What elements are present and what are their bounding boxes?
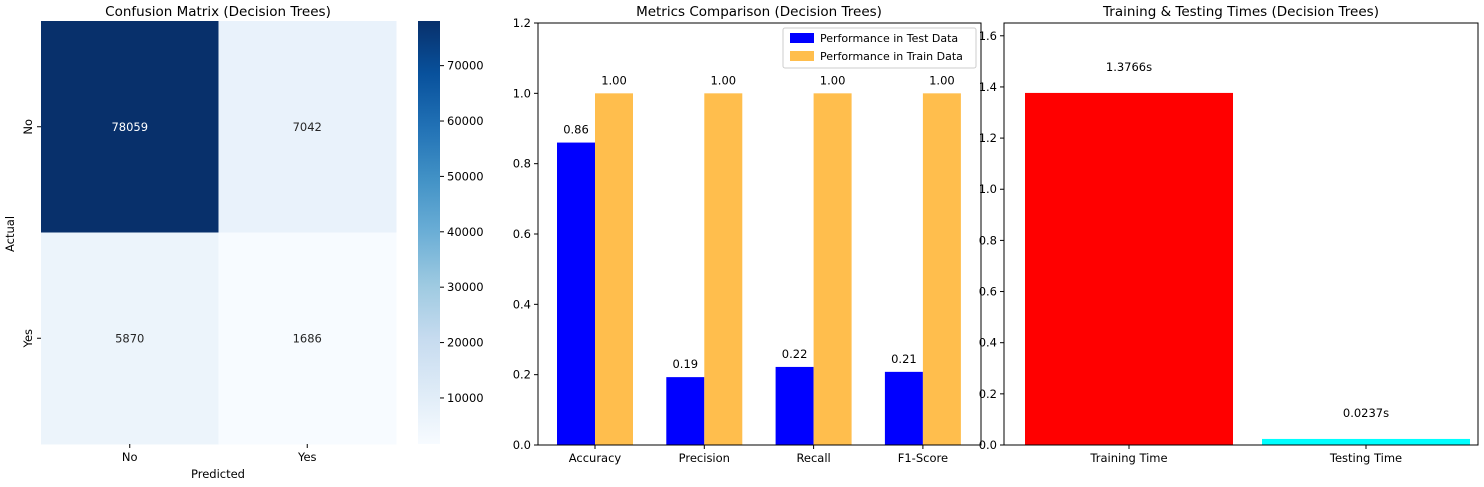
bar-value-label: 0.19 bbox=[672, 357, 698, 371]
y-tick-label: 1.2 bbox=[979, 131, 997, 145]
y-tick-label: 1.2 bbox=[513, 16, 531, 30]
confusion-matrix-title: Confusion Matrix (Decision Trees) bbox=[105, 4, 331, 20]
x-tick-label: F1-Score bbox=[898, 451, 948, 465]
legend-label-test: Performance in Test Data bbox=[820, 32, 958, 45]
bar-train bbox=[813, 93, 852, 445]
x-tick-label: Testing Time bbox=[1329, 451, 1402, 465]
bar-test bbox=[557, 142, 595, 446]
bar-training-time bbox=[1025, 92, 1233, 445]
bar-train bbox=[704, 93, 743, 445]
colorbar bbox=[418, 21, 440, 444]
times-panel: Training & Testing Times (Decision Trees… bbox=[979, 4, 1479, 465]
heatmap-cell bbox=[218, 21, 397, 233]
legend-box bbox=[782, 27, 977, 69]
colorbar-tick-label: 50000 bbox=[447, 169, 484, 183]
x-tick-label: Accuracy bbox=[569, 451, 622, 465]
y-tick-label: 0.2 bbox=[979, 387, 997, 401]
bar-train bbox=[595, 93, 633, 445]
y-tick-label: 1.6 bbox=[979, 29, 997, 43]
bar-value-label: 0.21 bbox=[891, 352, 917, 366]
heatmap-cell bbox=[41, 21, 219, 233]
bar-test bbox=[884, 371, 923, 445]
bar-train bbox=[922, 93, 961, 445]
y-tick-label: No bbox=[21, 119, 35, 135]
y-tick-label: 0.6 bbox=[979, 285, 997, 299]
times-title: Training & Testing Times (Decision Trees… bbox=[1102, 4, 1379, 20]
metrics-title: Metrics Comparison (Decision Trees) bbox=[636, 4, 882, 20]
y-tick-label: 1.4 bbox=[979, 80, 997, 94]
y-tick-label: 0.8 bbox=[979, 233, 997, 247]
y-tick-label: 0.2 bbox=[513, 368, 531, 382]
confusion-matrix-panel: Confusion Matrix (Decision Trees) 78059 7… bbox=[3, 4, 484, 481]
bar-testing-time bbox=[1262, 438, 1470, 445]
colorbar-tick-label: 70000 bbox=[447, 59, 484, 73]
heatmap-cell-label: 7042 bbox=[293, 120, 322, 134]
bar-value-label: 0.86 bbox=[563, 123, 589, 137]
colorbar-tick-label: 30000 bbox=[447, 280, 484, 294]
heatmap-cell-label: 1686 bbox=[293, 331, 322, 345]
x-tick-label: Recall bbox=[796, 451, 830, 465]
y-tick-label: 1.0 bbox=[979, 182, 997, 196]
heatmap-cell bbox=[41, 232, 219, 445]
legend-swatch-test bbox=[790, 33, 814, 43]
y-tick-label: 0.0 bbox=[513, 438, 531, 452]
x-tick-label: Training Time bbox=[1089, 451, 1167, 465]
bar-test bbox=[666, 377, 705, 445]
heatmap-cell-label: 5870 bbox=[115, 331, 144, 345]
x-tick-label: Precision bbox=[679, 451, 730, 465]
bar-value-label: 0.22 bbox=[782, 347, 808, 361]
metrics-comparison-panel: Metrics Comparison (Decision Trees) 0.86… bbox=[513, 4, 982, 465]
bar-value-label: 1.3766s bbox=[1106, 60, 1152, 74]
bar-test bbox=[775, 366, 814, 445]
times-axes-frame bbox=[1003, 22, 1479, 446]
confusion-matrix-ylabel: Actual bbox=[3, 216, 17, 252]
colorbar-tick-label: 10000 bbox=[447, 391, 484, 405]
legend-swatch-train bbox=[790, 51, 814, 61]
heatmap-cell bbox=[218, 232, 397, 445]
y-tick-label: Yes bbox=[21, 329, 35, 349]
bar-value-label: 0.0237s bbox=[1343, 406, 1389, 420]
y-tick-label: 0.6 bbox=[513, 227, 531, 241]
heatmap-cell-label: 78059 bbox=[111, 120, 148, 134]
legend-label-train: Performance in Train Data bbox=[820, 50, 963, 63]
colorbar-tick-label: 20000 bbox=[447, 336, 484, 350]
bar-value-label: 1.00 bbox=[929, 73, 955, 87]
y-tick-label: 0.0 bbox=[979, 438, 997, 452]
bar-value-label: 1.00 bbox=[601, 73, 627, 87]
colorbar-tick-label: 60000 bbox=[447, 114, 484, 128]
metrics-legend: Performance in Test Data Performance in … bbox=[782, 27, 977, 69]
colorbar-tick-label: 40000 bbox=[447, 225, 484, 239]
x-tick-label: Yes bbox=[297, 450, 317, 464]
y-tick-label: 0.4 bbox=[513, 297, 531, 311]
y-tick-label: 1.0 bbox=[513, 86, 531, 100]
y-tick-label: 0.4 bbox=[979, 336, 997, 350]
confusion-matrix-xlabel: Predicted bbox=[191, 467, 245, 481]
y-tick-label: 0.8 bbox=[513, 157, 531, 171]
bar-value-label: 1.00 bbox=[710, 73, 736, 87]
bar-value-label: 1.00 bbox=[820, 73, 846, 87]
x-tick-label: No bbox=[122, 450, 138, 464]
